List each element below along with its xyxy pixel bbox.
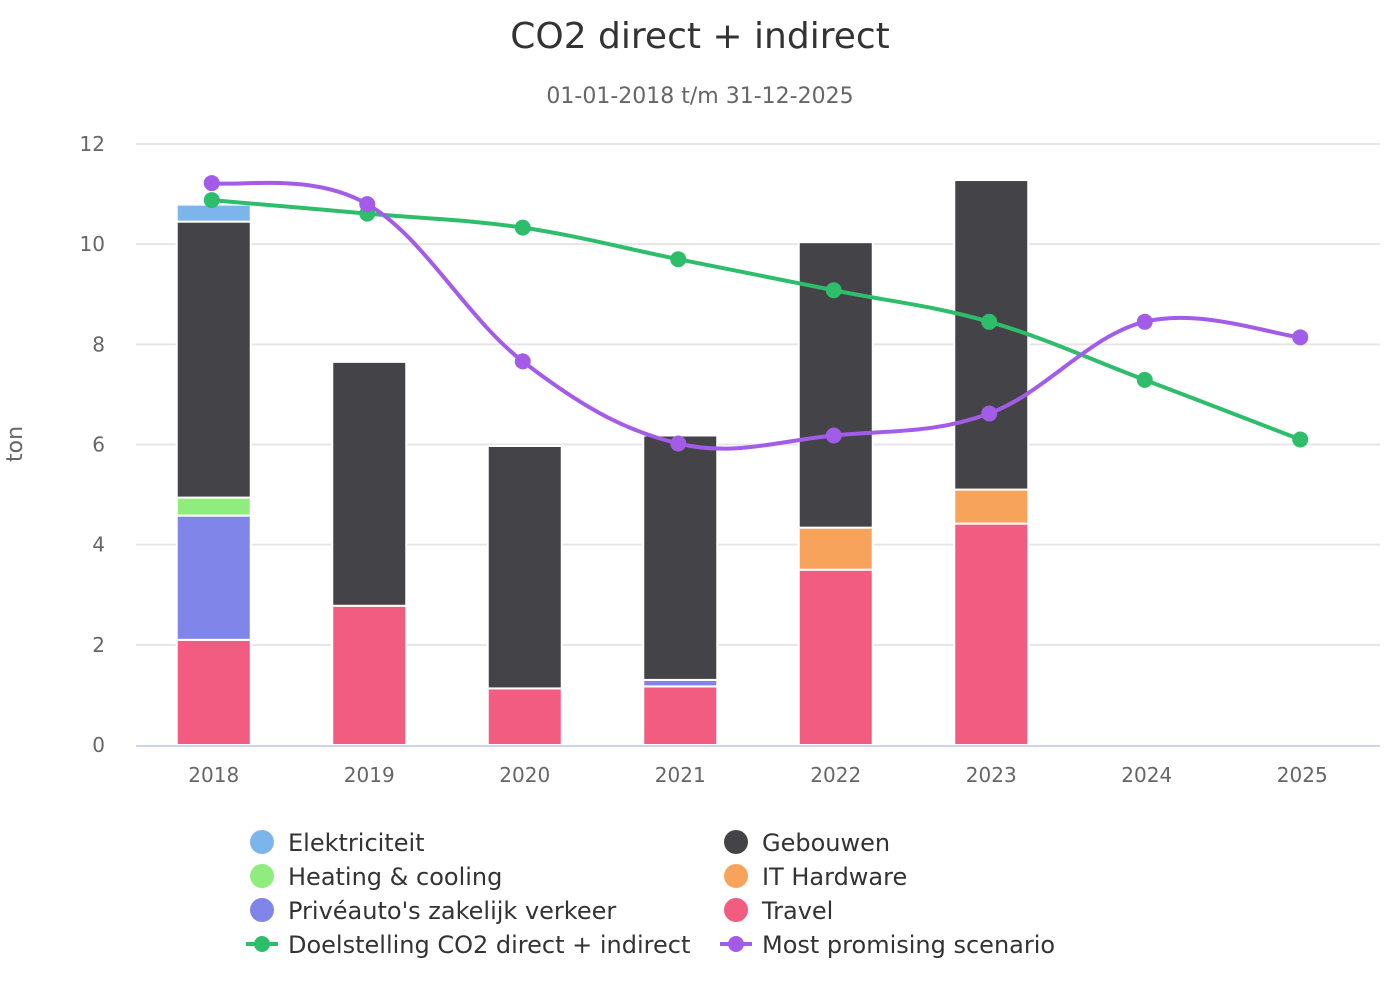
- point-doelstelling-co2-direct-indirect-2023: [981, 313, 998, 330]
- bar-2023-gebouwen: [953, 179, 1030, 491]
- legend-marker: [724, 830, 748, 854]
- legend-marker: [250, 864, 274, 888]
- legend-label: Doelstelling CO2 direct + indirect: [288, 931, 690, 959]
- legend-marker: [724, 864, 748, 888]
- legend-item-gebouwen: Gebouwen: [724, 829, 890, 857]
- bar-series: [175, 179, 1030, 747]
- x-tick-label: 2019: [344, 763, 395, 787]
- legend: Elektriciteit Gebouwen Heating & cooling IT…: [246, 829, 1055, 959]
- bar-2019-gebouwen: [331, 360, 408, 607]
- point-most-promising-scenario-2024: [1136, 313, 1153, 330]
- legend-marker: [724, 898, 748, 922]
- y-tick-label: 8: [92, 332, 105, 356]
- legend-item-priv-auto-s-zakelijk-verkeer: Privéauto's zakelijk verkeer: [250, 897, 616, 925]
- legend-item-elektriciteit: Elektriciteit: [250, 829, 425, 857]
- point-doelstelling-co2-direct-indirect-2021: [670, 251, 687, 268]
- y-tick-label: 6: [92, 433, 105, 457]
- x-tick-label: 2023: [966, 763, 1017, 787]
- x-tick-label: 2025: [1277, 763, 1328, 787]
- bar-2018-heating-cooling: [175, 496, 252, 517]
- x-tick-label: 2020: [499, 763, 550, 787]
- legend-marker: [250, 898, 274, 922]
- y-axis-ticks: 0 2 4 6 8 10 12: [80, 132, 105, 757]
- x-tick-label: 2022: [810, 763, 861, 787]
- legend-marker: [250, 830, 274, 854]
- x-tick-label: 2021: [655, 763, 706, 787]
- chart-title: CO2 direct + indirect: [510, 16, 890, 57]
- point-doelstelling-co2-direct-indirect-2018: [203, 192, 220, 209]
- legend-marker: [254, 936, 270, 952]
- bar-2018-priv-auto-s-zakelijk-verkeer: [175, 514, 252, 641]
- y-tick-label: 10: [80, 232, 105, 256]
- y-tick-label: 4: [92, 533, 105, 557]
- x-tick-label: 2018: [188, 763, 239, 787]
- legend-label: Heating & cooling: [288, 863, 502, 891]
- y-tick-label: 2: [92, 633, 105, 657]
- point-doelstelling-co2-direct-indirect-2020: [514, 219, 531, 236]
- legend-marker: [728, 936, 744, 952]
- legend-item-heating-cooling: Heating & cooling: [250, 863, 502, 891]
- legend-label: Gebouwen: [762, 829, 890, 857]
- legend-item-most-promising-scenario: Most promising scenario: [720, 931, 1055, 959]
- point-most-promising-scenario-2022: [825, 427, 842, 444]
- point-doelstelling-co2-direct-indirect-2024: [1136, 371, 1153, 388]
- legend-label: Elektriciteit: [288, 829, 425, 857]
- bar-2020-gebouwen: [486, 445, 563, 690]
- line-series: [203, 175, 1309, 452]
- bar-2022-travel: [797, 568, 874, 746]
- legend-item-doelstelling-co2-direct-indirect: Doelstelling CO2 direct + indirect: [246, 931, 690, 959]
- x-axis-ticks: 2018 2019 2020 2021 2022 2023 2024 2025: [188, 763, 1327, 787]
- bar-2021-travel: [642, 685, 719, 747]
- legend-label: Travel: [761, 897, 833, 925]
- bar-2022-it-hardware: [797, 526, 874, 571]
- chart-subtitle: 01-01-2018 t/m 31-12-2025: [546, 84, 853, 109]
- point-most-promising-scenario-2025: [1292, 329, 1309, 346]
- point-most-promising-scenario-2018: [203, 175, 220, 192]
- bar-2023-travel: [953, 522, 1030, 746]
- legend-item-it-hardware: IT Hardware: [724, 863, 907, 891]
- point-most-promising-scenario-2020: [514, 353, 531, 370]
- y-axis-title: ton: [3, 426, 28, 462]
- bar-2023-it-hardware: [953, 488, 1030, 525]
- bar-2018-gebouwen: [175, 220, 252, 499]
- y-tick-label: 0: [92, 733, 105, 757]
- line-most-promising-scenario: [211, 180, 1301, 451]
- point-most-promising-scenario-2019: [359, 196, 376, 213]
- y-tick-label: 12: [80, 132, 105, 156]
- point-most-promising-scenario-2021: [670, 435, 687, 452]
- legend-label: Privéauto's zakelijk verkeer: [288, 897, 616, 925]
- grid-lines: [136, 143, 1380, 646]
- legend-label: IT Hardware: [762, 863, 907, 891]
- point-most-promising-scenario-2023: [981, 405, 998, 422]
- bar-2019-travel: [331, 604, 408, 746]
- bar-2018-travel: [175, 638, 252, 747]
- bar-2020-travel: [486, 687, 563, 746]
- x-tick-label: 2024: [1121, 763, 1172, 787]
- point-doelstelling-co2-direct-indirect-2022: [825, 282, 842, 299]
- legend-item-travel: Travel: [724, 897, 833, 925]
- bar-2021-gebouwen: [642, 434, 719, 681]
- legend-label: Most promising scenario: [762, 931, 1055, 959]
- point-doelstelling-co2-direct-indirect-2025: [1292, 431, 1309, 448]
